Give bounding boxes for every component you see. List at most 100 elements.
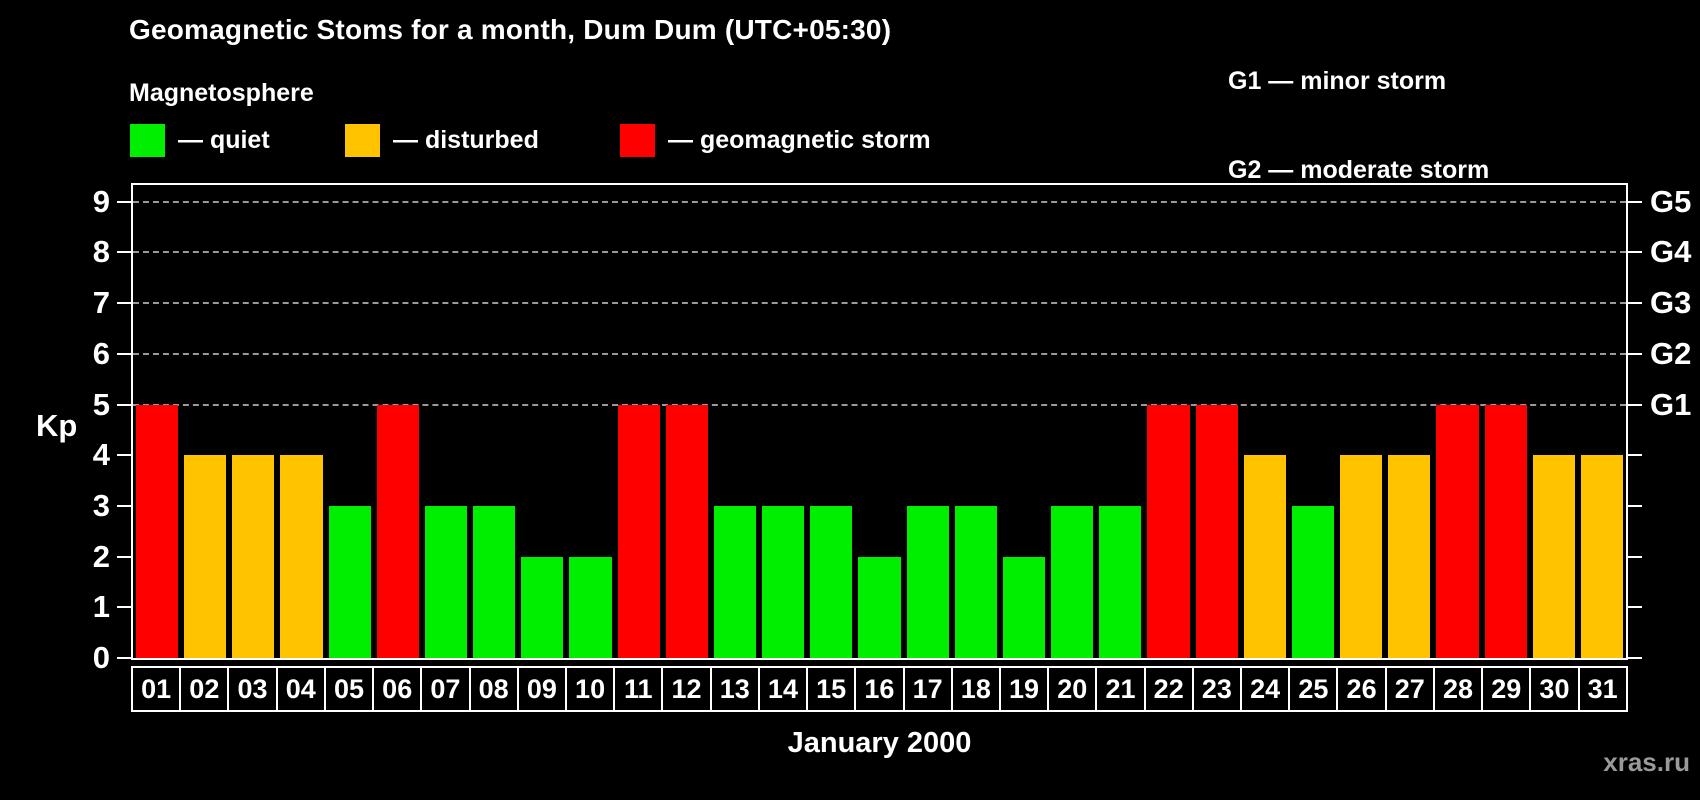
g-scale-label-g2: G2 (1650, 335, 1692, 371)
quiet-color-swatch (130, 123, 165, 157)
legend-label-storm: — geomagnetic storm (668, 125, 931, 154)
bar-day-22 (1147, 404, 1190, 658)
day-label-19: 19 (998, 666, 1050, 712)
gridline-kp-7 (133, 302, 1626, 305)
left-tick-2 (117, 555, 131, 558)
y-tick-label-3: 3 (92, 487, 110, 523)
y-tick-label-8: 8 (92, 234, 110, 270)
day-label-17: 17 (902, 666, 953, 712)
disturbed-color-swatch (345, 123, 380, 157)
bar-day-30 (1532, 455, 1575, 658)
bar-day-25 (1291, 505, 1335, 658)
bar-day-27 (1388, 455, 1431, 658)
gridline-kp-6 (133, 352, 1626, 355)
day-label-02: 02 (179, 666, 230, 712)
bar-day-14 (762, 505, 805, 658)
day-label-04: 04 (275, 666, 326, 712)
left-tick-0 (117, 657, 131, 659)
left-tick-4 (117, 454, 131, 457)
gridline-kp-8 (133, 251, 1626, 254)
x-axis-title: January 2000 (787, 727, 972, 759)
day-label-21: 21 (1095, 666, 1146, 712)
bar-day-06 (376, 404, 419, 658)
bar-day-12 (665, 404, 708, 658)
y-tick-label-4: 4 (92, 437, 110, 473)
day-label-26: 26 (1336, 666, 1387, 712)
day-label-31: 31 (1577, 666, 1628, 712)
bar-day-21 (1099, 505, 1142, 658)
left-tick-6 (117, 352, 131, 355)
y-tick-label-6: 6 (92, 335, 110, 371)
day-label-03: 03 (227, 666, 278, 712)
bar-day-03 (232, 455, 275, 658)
day-label-30: 30 (1529, 666, 1580, 712)
gridline-kp-9 (133, 200, 1626, 203)
legend-item-disturbed: — disturbed (345, 122, 539, 158)
g2-legend-line: G2 — moderate storm (1228, 155, 1490, 184)
day-label-23: 23 (1191, 666, 1243, 712)
storm-color-swatch (620, 123, 655, 157)
legend-label-quiet: — quiet (178, 125, 270, 154)
day-label-29: 29 (1481, 666, 1532, 712)
plot-inner (133, 185, 1626, 658)
watermark[interactable]: xras.ru (1603, 747, 1690, 777)
day-label-28: 28 (1432, 666, 1484, 712)
left-tick-5 (117, 403, 131, 406)
day-label-12: 12 (661, 666, 712, 712)
right-tick-3 (1628, 504, 1642, 507)
x-axis-day-labels: 01 02 03 04 05 06 07 08 09 10 11 12 13 14 15 16 17 18 19 20… (131, 666, 1628, 712)
bar-day-13 (713, 505, 757, 658)
y-tick-label-5: 5 (92, 386, 110, 422)
legend-item-storm: — geomagnetic storm (620, 122, 931, 158)
bar-day-15 (810, 505, 853, 658)
day-label-10: 10 (564, 666, 616, 712)
day-label-18: 18 (950, 666, 1001, 712)
day-label-15: 15 (806, 666, 857, 712)
right-tick-5 (1628, 403, 1642, 406)
magnetosphere-label: Magnetosphere (129, 79, 314, 107)
right-tick-1 (1628, 606, 1642, 609)
day-label-01: 01 (131, 666, 182, 712)
gridline-kp-5 (133, 403, 1626, 406)
bar-day-04 (280, 455, 323, 658)
bar-day-17 (906, 505, 949, 658)
plot-area (131, 183, 1628, 660)
day-label-06: 06 (372, 666, 423, 712)
day-label-08: 08 (468, 666, 519, 712)
g1-legend-line: G1 — minor storm (1228, 67, 1447, 95)
y-tick-label-7: 7 (92, 285, 110, 321)
chart-title: Geomagnetic Stoms for a month, Dum Dum (… (129, 14, 892, 45)
bar-day-09 (521, 556, 564, 658)
bar-day-28 (1436, 404, 1479, 658)
left-tick-1 (117, 606, 131, 609)
left-tick-3 (117, 504, 131, 507)
left-tick-7 (117, 302, 131, 305)
bar-day-07 (424, 505, 468, 658)
bar-day-18 (954, 505, 997, 658)
bar-day-31 (1580, 455, 1623, 658)
y-tick-label-0: 0 (92, 640, 110, 675)
bar-day-24 (1243, 455, 1286, 658)
bar-day-23 (1195, 404, 1238, 658)
day-label-11: 11 (613, 666, 664, 712)
left-tick-9 (117, 200, 131, 203)
day-label-22: 22 (1143, 666, 1194, 712)
g-scale-label-g1: G1 (1650, 386, 1692, 422)
left-tick-8 (117, 251, 131, 254)
bar-day-29 (1484, 404, 1527, 658)
right-tick-2 (1628, 555, 1642, 558)
y-tick-label-1: 1 (92, 589, 110, 625)
bar-day-26 (1340, 455, 1383, 658)
day-label-20: 20 (1047, 666, 1098, 712)
bar-day-05 (328, 505, 371, 658)
g-scale-label-g4: G4 (1650, 234, 1692, 270)
bar-day-19 (1002, 556, 1046, 658)
day-label-27: 27 (1384, 666, 1435, 712)
g-scale-label-g3: G3 (1650, 285, 1692, 321)
day-label-16: 16 (854, 666, 905, 712)
bar-day-20 (1051, 505, 1094, 658)
right-tick-0 (1628, 657, 1642, 659)
bar-day-08 (473, 505, 516, 658)
day-label-09: 09 (516, 666, 567, 712)
